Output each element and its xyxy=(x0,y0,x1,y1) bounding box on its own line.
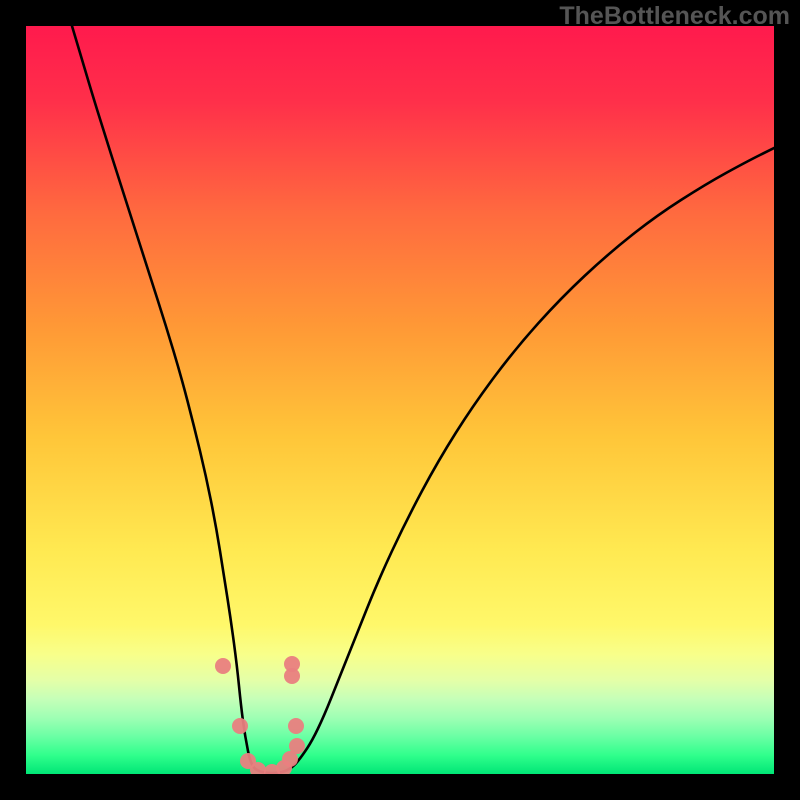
marker-group xyxy=(215,656,305,774)
marker-dot xyxy=(289,738,305,754)
chart-svg xyxy=(26,26,774,774)
watermark-text: TheBottleneck.com xyxy=(559,2,790,31)
marker-dot xyxy=(288,718,304,734)
marker-dot xyxy=(215,658,231,674)
plot-area xyxy=(26,26,774,774)
left-curve xyxy=(72,26,270,773)
marker-dot xyxy=(232,718,248,734)
chart-frame: TheBottleneck.com xyxy=(0,0,800,800)
right-curve xyxy=(270,148,774,773)
marker-dot xyxy=(284,656,300,672)
